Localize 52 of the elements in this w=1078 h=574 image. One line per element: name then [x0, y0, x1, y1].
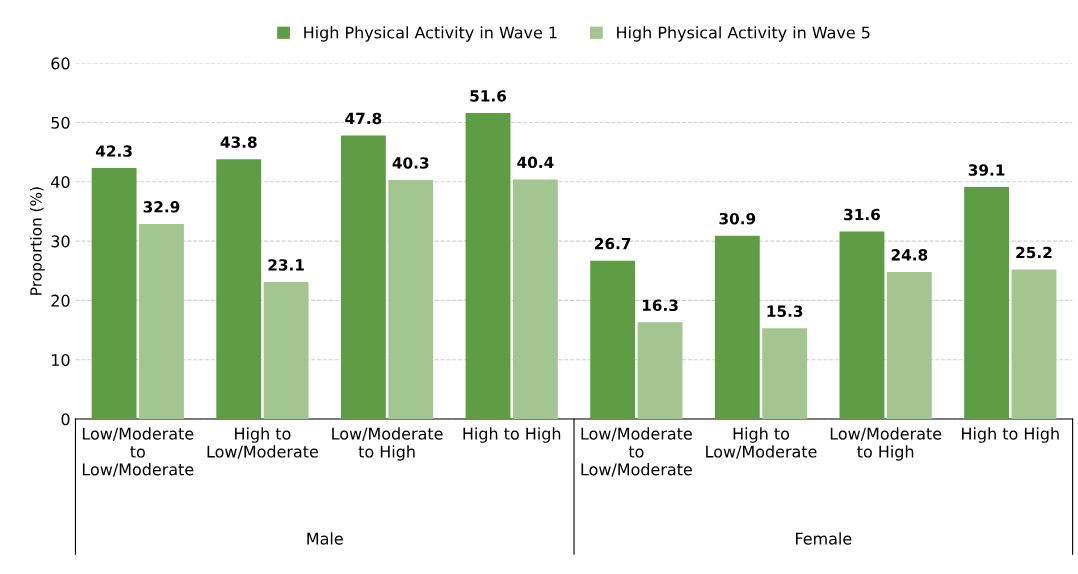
bar — [637, 322, 683, 420]
data-label: 31.6 — [844, 208, 880, 221]
bar — [465, 112, 511, 420]
bar — [964, 187, 1010, 420]
legend-label: High Physical Activity in Wave 5 — [617, 26, 870, 42]
bar — [886, 271, 932, 420]
x-tick-label: High to Low/Moderate — [706, 427, 817, 459]
x-tick-label: Low/Moderate to Low/Moderate — [581, 427, 692, 477]
bar — [139, 223, 184, 420]
legend-label: High Physical Activity in Wave 1 — [304, 26, 557, 42]
y-tick-label: 30 — [51, 235, 70, 248]
bar — [839, 231, 885, 420]
data-label: 43.8 — [220, 136, 257, 148]
data-label: 23.1 — [268, 259, 304, 271]
y-tick-label: 10 — [52, 353, 70, 366]
bar — [91, 168, 137, 420]
x-tick-label: High to High — [463, 427, 561, 443]
data-label: 25.2 — [1016, 246, 1052, 259]
data-label: 47.8 — [345, 112, 382, 125]
data-label: 40.3 — [392, 157, 429, 169]
y-axis-title: Proportion (%) — [29, 187, 45, 295]
text: Male — [307, 532, 343, 545]
y-tick-label: 50 — [51, 116, 70, 129]
bar — [762, 328, 808, 420]
bar — [590, 260, 636, 420]
data-label: 39.1 — [968, 164, 1005, 176]
bar — [263, 282, 309, 420]
x-tick-label: Low/Moderate to High — [332, 427, 443, 461]
x-tick-label: High to Low/Moderate — [207, 427, 318, 459]
bar — [216, 159, 262, 420]
bar — [1011, 269, 1057, 420]
data-label: 30.9 — [719, 212, 756, 225]
y-tick-label: 60 — [51, 57, 70, 70]
y-tick-label: 0 — [61, 413, 70, 426]
x-tick-label: Low/Moderate to High — [830, 427, 942, 461]
bar — [714, 235, 760, 420]
x-tick-label: Low/Moderate to Low/Moderate — [82, 427, 194, 477]
data-label: 16.3 — [642, 299, 678, 312]
bar — [512, 179, 558, 420]
data-label: 24.8 — [891, 249, 928, 261]
x-tick-label: High to High — [962, 427, 1059, 443]
data-label: 51.6 — [470, 90, 507, 102]
y-tick-label: 40 — [51, 175, 70, 189]
text: Female — [796, 532, 852, 545]
data-label: 40.4 — [517, 156, 554, 169]
y-tick-label: 20 — [51, 294, 70, 307]
bar — [388, 179, 434, 420]
data-label: 15.3 — [767, 305, 803, 317]
data-label: 32.9 — [143, 201, 180, 213]
data-label: 42.3 — [95, 145, 132, 157]
data-label: 26.7 — [595, 237, 631, 250]
bar — [340, 135, 386, 420]
